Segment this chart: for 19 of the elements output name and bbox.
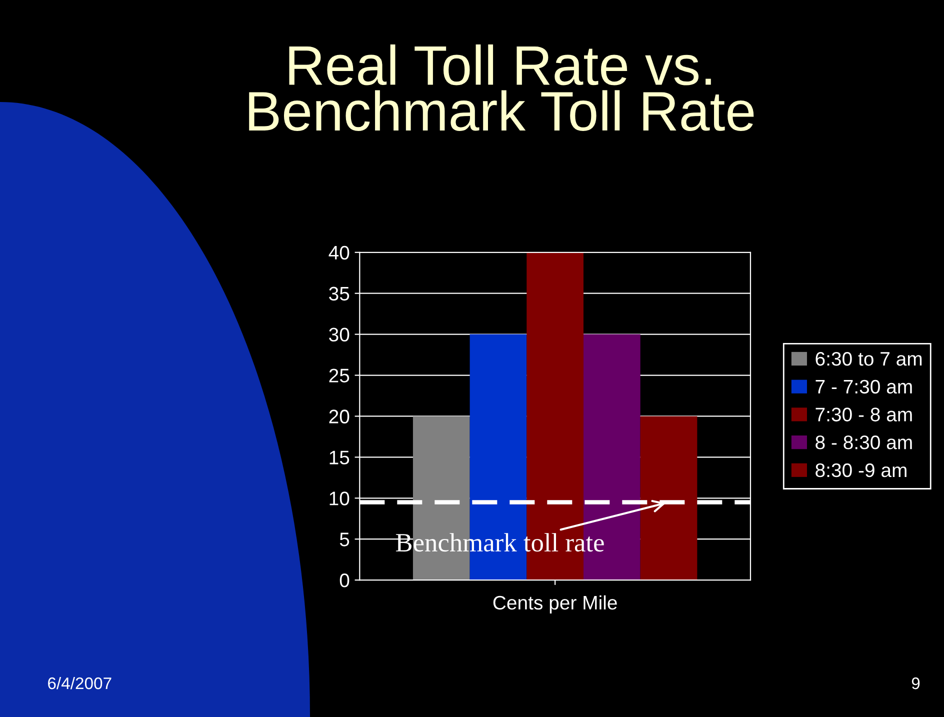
y-tick-label: 5	[340, 532, 350, 546]
y-tick-label: 15	[330, 450, 350, 464]
x-axis-title: Cents per Mile	[493, 595, 617, 614]
legend-label: 8 - 8:30 am	[816, 436, 912, 450]
legend-label: 8:30 -9 am	[816, 463, 906, 478]
text: 6/4/2007	[48, 676, 112, 690]
y-tick-label: 40	[328, 246, 350, 260]
y-tick-label: 30	[329, 328, 350, 342]
bar	[640, 416, 698, 580]
y-tick-label: 20	[329, 410, 350, 424]
legend-label: 7:30 - 8 am	[816, 408, 912, 422]
y-tick-label: 35	[329, 286, 350, 301]
y-tick-label: 10	[330, 492, 350, 506]
legend-label: 6:30 to 7 am	[816, 352, 922, 366]
y-tick-label: 25	[329, 368, 350, 382]
y-tick-label: 0	[340, 574, 350, 588]
chart-title: Real Toll Rate vs. Benchmark Toll Rate	[249, 44, 754, 131]
legend-label: 7 - 7:30 am	[816, 380, 912, 394]
text: 9	[912, 677, 920, 690]
